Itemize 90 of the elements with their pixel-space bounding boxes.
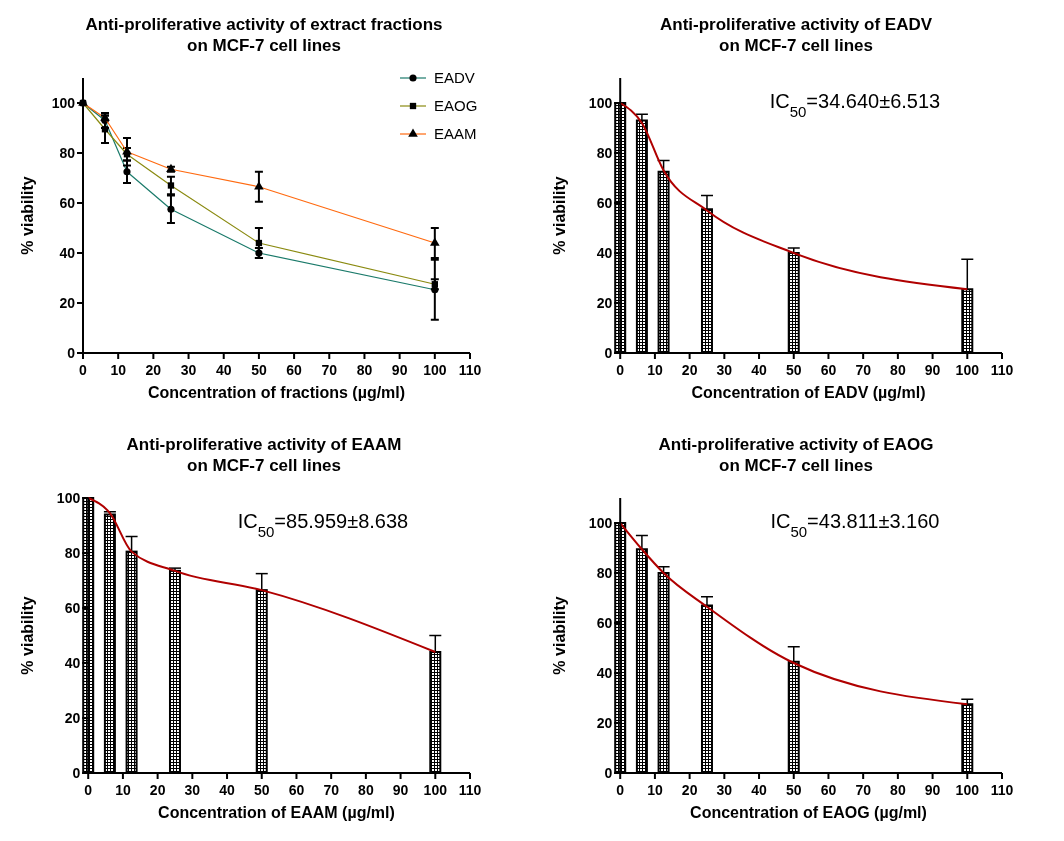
y-tick-label: 20: [64, 709, 81, 726]
x-tick-label: 110: [990, 782, 1014, 798]
y-tick-label: 60: [596, 194, 613, 211]
x-tick-label: 60: [286, 362, 303, 378]
annotation: IC$_{50}$=43.811±3.160: [770, 510, 940, 540]
y-tick-label: 80: [596, 564, 613, 581]
y-tick-label: 80: [596, 144, 613, 161]
x-tick-label: 110: [990, 362, 1014, 378]
y-tick-label: 60: [596, 614, 613, 631]
x-tick-label: 0: [84, 782, 93, 798]
x-tick-label: 70: [323, 782, 340, 798]
annotation: IC$_{50}$=85.959±8.638: [237, 510, 409, 540]
x-tick-label: 100: [955, 782, 980, 798]
x-tick-label: 80: [890, 782, 906, 798]
x-tick-label: 90: [391, 362, 408, 378]
y-tick-label: 60: [59, 194, 76, 211]
x-tick-label: 20: [681, 782, 698, 798]
x-tick-label: 10: [647, 362, 663, 378]
y-tick-label: 20: [59, 294, 76, 311]
chart-title: Anti-proliferative activity of EAOG on MCF-7 cell lines: [658, 435, 934, 475]
x-tick-label: 10: [110, 362, 127, 378]
x-tick-label: 40: [219, 782, 236, 798]
x-tick-label: 80: [890, 362, 906, 378]
x-tick-label: 20: [149, 782, 166, 798]
y-tick-label: 0: [604, 344, 613, 361]
chart-title: Anti-proliferative activity of extract fractions on MCF-7 cell lines: [85, 15, 443, 55]
x-tick-label: 100: [423, 782, 448, 798]
x-tick-label: 50: [785, 362, 802, 378]
x-tick-label: 70: [321, 362, 338, 378]
y-tick-label: 40: [596, 664, 613, 681]
y-axis-title: % viability: [551, 176, 568, 255]
y-axis-title: % viability: [551, 596, 568, 675]
x-tick-label: 50: [785, 782, 802, 798]
y-tick-label: 0: [604, 764, 613, 781]
x-tick-label: 90: [924, 362, 941, 378]
x-tick-label: 40: [215, 362, 232, 378]
y-tick-label: 60: [64, 599, 81, 616]
y-tick-label: 100: [56, 489, 81, 506]
y-tick-label: 40: [59, 244, 76, 261]
x-tick-label: 50: [253, 782, 270, 798]
x-tick-label: 40: [751, 782, 768, 798]
y-axis-title: % viability: [19, 176, 36, 255]
chart-title: Anti-proliferative activity of EAAM on MCF-7 cell lines: [126, 435, 402, 475]
y-tick-label: 40: [64, 654, 81, 671]
x-tick-label: 80: [356, 362, 373, 378]
x-tick-label: 40: [751, 362, 768, 378]
x-axis-title: Concentration of EAOG (µg/ml): [690, 804, 927, 821]
x-tick-label: 0: [616, 782, 625, 798]
x-tick-label: 100: [955, 362, 980, 378]
x-tick-label: 110: [458, 782, 482, 798]
y-tick-label: 40: [596, 244, 613, 261]
x-tick-label: 100: [423, 362, 447, 378]
x-tick-label: 50: [251, 362, 267, 378]
y-tick-label: 80: [64, 544, 81, 561]
x-tick-label: 10: [115, 782, 131, 798]
x-tick-label: 60: [288, 782, 305, 798]
x-axis-title: Concentration of EADV (µg/ml): [691, 384, 926, 401]
x-tick-label: 90: [392, 782, 409, 798]
y-tick-label: 100: [588, 94, 613, 111]
y-tick-label: 80: [59, 144, 76, 161]
x-tick-label: 70: [855, 782, 872, 798]
legend-label: EAOG: [434, 97, 478, 115]
chart-title: Anti-proliferative activity of EADV on MCF-7 cell lines: [659, 15, 933, 55]
y-tick-label: 100: [588, 514, 613, 531]
x-tick-label: 20: [145, 362, 162, 378]
x-tick-label: 10: [647, 782, 663, 798]
x-tick-label: 90: [924, 782, 941, 798]
x-tick-label: 30: [716, 362, 733, 378]
x-tick-label: 30: [180, 362, 197, 378]
x-axis-title: Concentration of EAAM (µg/ml): [158, 804, 395, 821]
annotation: IC$_{50}$=34.640±6.513: [769, 90, 941, 120]
x-tick-label: 80: [358, 782, 374, 798]
x-tick-label: 0: [616, 362, 625, 378]
x-axis-title: Concentration of fractions (µg/ml): [147, 384, 406, 401]
legend-label: EAAM: [434, 125, 477, 143]
x-tick-label: 60: [820, 362, 837, 378]
x-tick-label: 30: [716, 782, 733, 798]
legend-label: EADV: [434, 69, 475, 87]
y-axis-title: % viability: [19, 596, 36, 675]
x-tick-label: 60: [820, 782, 837, 798]
y-tick-label: 20: [596, 714, 613, 731]
x-tick-label: 110: [458, 362, 482, 378]
y-tick-label: 0: [67, 344, 76, 361]
y-tick-label: 0: [72, 764, 81, 781]
x-tick-label: 30: [184, 782, 201, 798]
y-tick-label: 100: [51, 94, 76, 111]
x-tick-label: 70: [855, 362, 872, 378]
y-tick-label: 20: [596, 294, 613, 311]
line-series: [87, 497, 437, 653]
x-tick-label: 20: [681, 362, 698, 378]
